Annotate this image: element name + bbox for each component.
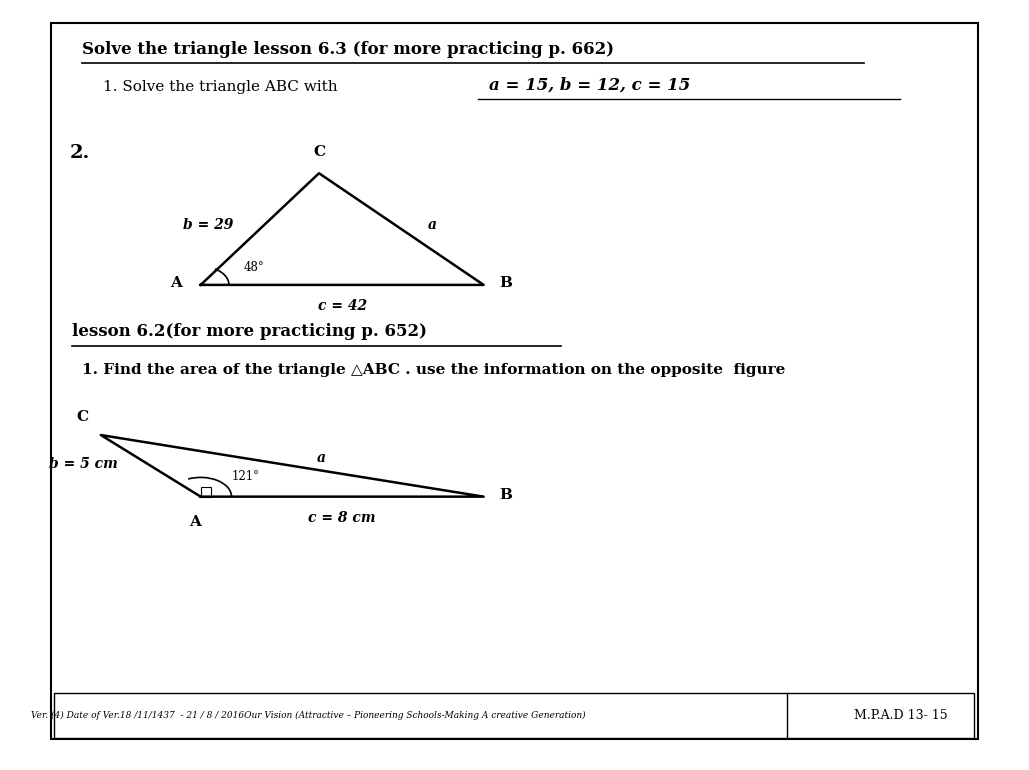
Text: a: a: [428, 218, 436, 233]
Text: C: C: [313, 146, 325, 159]
Text: 1. Solve the triangle ABC with: 1. Solve the triangle ABC with: [103, 80, 338, 94]
Text: B: B: [499, 276, 512, 290]
Text: B: B: [499, 488, 512, 502]
Text: a: a: [317, 451, 325, 465]
Text: 48°: 48°: [244, 261, 264, 274]
Text: c = 42: c = 42: [318, 300, 366, 313]
Text: C: C: [76, 410, 88, 424]
Text: Ver. (4) Date of Ver.18 /11/1437  - 21 / 8 / 2016Our Vision (Attractive – Pionee: Ver. (4) Date of Ver.18 /11/1437 - 21 / …: [32, 711, 586, 720]
Text: c = 8 cm: c = 8 cm: [309, 511, 376, 525]
Text: Solve the triangle lesson 6.3 (for more practicing p. 662): Solve the triangle lesson 6.3 (for more …: [82, 41, 614, 58]
Text: A: A: [170, 276, 182, 290]
Text: 1. Find the area of the triangle △ABC . use the information on the opposite  fig: 1. Find the area of the triangle △ABC . …: [82, 363, 786, 377]
FancyBboxPatch shape: [201, 487, 211, 497]
Text: b = 29: b = 29: [183, 218, 234, 233]
Text: b = 5 cm: b = 5 cm: [49, 457, 118, 471]
Text: M.P.A.D 13- 15: M.P.A.D 13- 15: [854, 709, 947, 721]
Text: 2.: 2.: [70, 144, 91, 162]
Text: lesson 6.2(for more practicing p. 652): lesson 6.2(for more practicing p. 652): [72, 323, 427, 340]
Text: a = 15, b = 12, c = 15: a = 15, b = 12, c = 15: [489, 77, 690, 94]
FancyBboxPatch shape: [54, 693, 974, 738]
Text: A: A: [189, 515, 202, 529]
Text: 121°: 121°: [232, 470, 259, 483]
FancyBboxPatch shape: [51, 23, 978, 739]
